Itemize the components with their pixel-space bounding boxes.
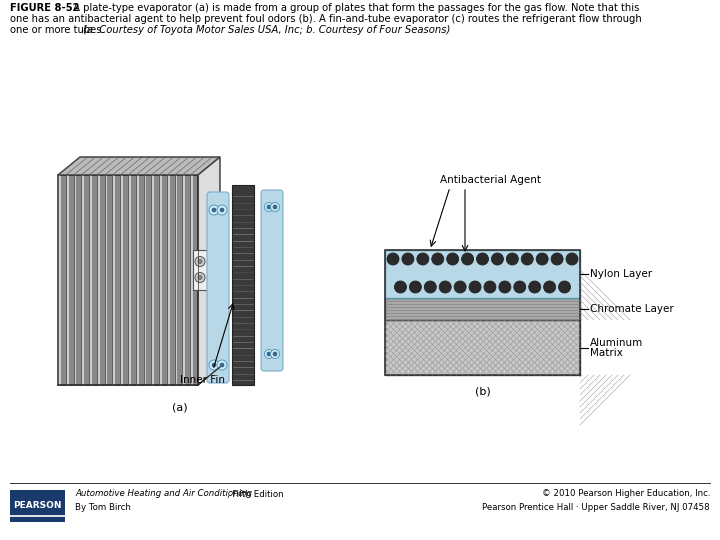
Circle shape — [402, 253, 414, 265]
Text: Aluminum: Aluminum — [590, 338, 643, 348]
Circle shape — [454, 281, 466, 293]
Circle shape — [267, 205, 271, 209]
Circle shape — [212, 363, 216, 367]
Circle shape — [432, 253, 444, 265]
Circle shape — [271, 349, 279, 359]
Circle shape — [195, 256, 205, 267]
Circle shape — [410, 281, 421, 293]
Bar — [385, 250, 580, 375]
Bar — [58, 175, 60, 385]
Bar — [232, 185, 254, 385]
Bar — [66, 175, 68, 385]
Text: © 2010 Pearson Higher Education, Inc.: © 2010 Pearson Higher Education, Inc. — [541, 489, 710, 498]
Circle shape — [462, 253, 474, 265]
Text: A plate-type evaporator (a) is made from a group of plates that form the passage: A plate-type evaporator (a) is made from… — [70, 3, 639, 13]
Circle shape — [209, 360, 219, 370]
Circle shape — [514, 281, 526, 293]
Circle shape — [209, 205, 219, 215]
Bar — [182, 175, 185, 385]
Text: Inner Fin: Inner Fin — [181, 375, 225, 385]
Bar — [159, 175, 162, 385]
Bar — [73, 175, 76, 385]
Circle shape — [566, 253, 578, 265]
Polygon shape — [198, 157, 220, 385]
Circle shape — [395, 281, 407, 293]
Circle shape — [424, 281, 436, 293]
Circle shape — [220, 363, 224, 367]
Bar — [193, 249, 207, 289]
Circle shape — [217, 360, 227, 370]
Bar — [120, 175, 123, 385]
Circle shape — [212, 208, 216, 212]
Circle shape — [264, 349, 274, 359]
Bar — [81, 175, 84, 385]
Bar — [385, 250, 580, 298]
Circle shape — [492, 253, 503, 265]
Circle shape — [477, 253, 488, 265]
Text: Pearson Prentice Hall · Upper Saddle River, NJ 07458: Pearson Prentice Hall · Upper Saddle Riv… — [482, 503, 710, 512]
Text: , Fifth Edition: , Fifth Edition — [227, 489, 284, 498]
Circle shape — [198, 260, 202, 264]
Bar — [10, 490, 65, 522]
FancyBboxPatch shape — [261, 190, 283, 371]
Bar — [167, 175, 170, 385]
Circle shape — [195, 273, 205, 282]
Circle shape — [544, 281, 556, 293]
Circle shape — [271, 202, 279, 212]
Circle shape — [551, 253, 563, 265]
Circle shape — [499, 281, 511, 293]
Bar — [190, 175, 193, 385]
Text: PEARSON: PEARSON — [13, 501, 62, 510]
Circle shape — [273, 352, 277, 356]
Bar — [143, 175, 146, 385]
Circle shape — [217, 205, 227, 215]
Bar — [89, 175, 92, 385]
Text: one has an antibacterial agent to help prevent foul odors (b). A fin-and-tube ev: one has an antibacterial agent to help p… — [10, 14, 642, 24]
Polygon shape — [58, 157, 220, 175]
Text: (a): (a) — [172, 402, 188, 412]
Circle shape — [536, 253, 548, 265]
Text: (b): (b) — [474, 387, 490, 397]
Circle shape — [439, 281, 451, 293]
Bar — [104, 175, 107, 385]
Text: By Tom Birch: By Tom Birch — [75, 503, 131, 512]
Circle shape — [506, 253, 518, 265]
FancyBboxPatch shape — [207, 192, 229, 383]
Circle shape — [446, 253, 459, 265]
Bar — [128, 175, 131, 385]
Text: Automotive Heating and Air Conditioning: Automotive Heating and Air Conditioning — [75, 489, 252, 498]
Bar — [58, 175, 198, 385]
Text: Antibacterial Agent: Antibacterial Agent — [440, 175, 541, 185]
Circle shape — [220, 208, 224, 212]
Circle shape — [273, 205, 277, 209]
Bar — [97, 175, 99, 385]
Bar — [385, 320, 580, 375]
Circle shape — [484, 281, 496, 293]
Circle shape — [198, 275, 202, 280]
Text: Nylon Layer: Nylon Layer — [590, 269, 652, 279]
Circle shape — [469, 281, 481, 293]
Circle shape — [267, 352, 271, 356]
Bar — [151, 175, 154, 385]
Text: FIGURE 8-52: FIGURE 8-52 — [10, 3, 79, 13]
Circle shape — [417, 253, 429, 265]
Circle shape — [521, 253, 534, 265]
Circle shape — [559, 281, 570, 293]
Bar — [136, 175, 138, 385]
Bar — [385, 298, 580, 320]
Bar — [112, 175, 115, 385]
Circle shape — [387, 253, 399, 265]
Text: (a. Courtesy of Toyota Motor Sales USA, Inc; b. Courtesy of Four Seasons): (a. Courtesy of Toyota Motor Sales USA, … — [83, 25, 451, 35]
Circle shape — [528, 281, 541, 293]
Circle shape — [264, 202, 274, 212]
Text: Chromate Layer: Chromate Layer — [590, 304, 674, 314]
Text: Matrix: Matrix — [590, 348, 623, 359]
Text: one or more tubes.: one or more tubes. — [10, 25, 108, 35]
Bar — [175, 175, 177, 385]
